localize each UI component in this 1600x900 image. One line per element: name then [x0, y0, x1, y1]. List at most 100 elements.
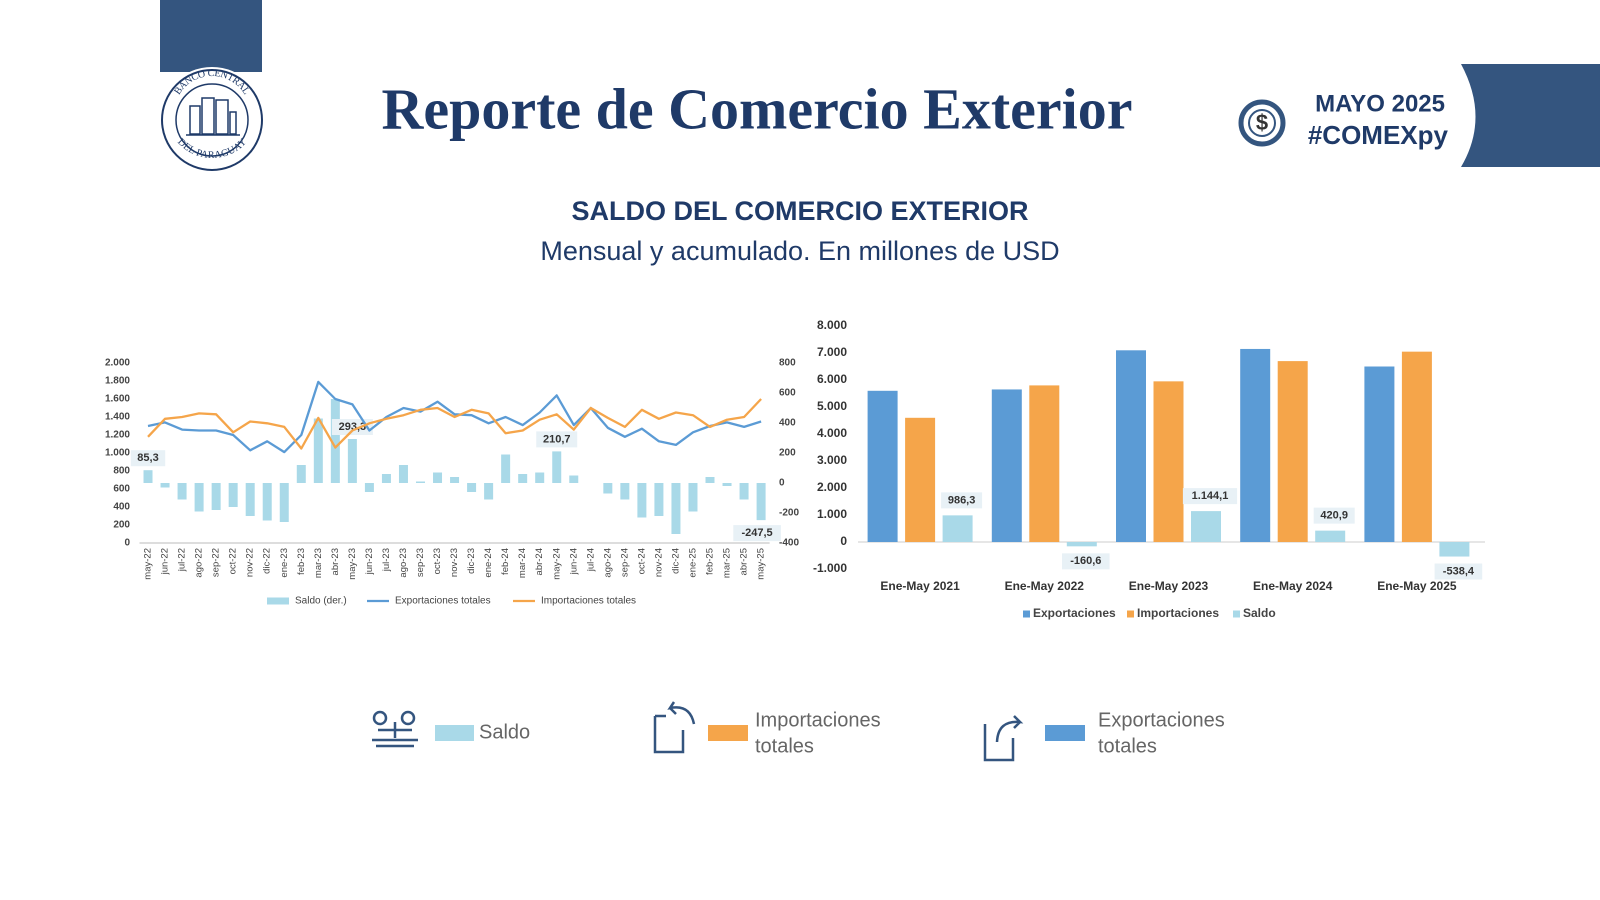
y-tick-label: 1.800	[105, 376, 130, 387]
x-tick-label: Ene-May 2021	[880, 579, 960, 593]
y2-tick-label: 800	[779, 358, 796, 369]
value-label: 1.144,1	[1192, 490, 1229, 502]
x-tick-label: dic-24	[670, 548, 681, 574]
bar	[535, 472, 545, 483]
value-label-bg	[941, 492, 983, 509]
bar	[1364, 366, 1395, 542]
bar	[313, 418, 323, 483]
value-label-bg	[130, 450, 166, 467]
x-tick-label: dic-22	[262, 548, 273, 574]
section-subtitle: Mensual y acumulado. En millones de USD	[540, 236, 1059, 266]
legend-swatch	[1045, 725, 1085, 741]
y-tick-label: 1.400	[105, 412, 130, 423]
y2-tick-label: -200	[779, 508, 799, 519]
scale-icon	[372, 710, 418, 748]
bar	[1029, 385, 1060, 542]
value-label: 293,3	[339, 421, 367, 433]
x-tick-label: mar-23	[313, 548, 324, 578]
y-tick-label: 800	[113, 466, 130, 477]
icon-legend: Saldo Importaciones totales Exportaciones to…	[479, 709, 1225, 757]
bar	[1315, 530, 1346, 542]
bar	[867, 390, 898, 542]
icon-legend-label: totales	[1098, 735, 1157, 757]
bar	[194, 483, 204, 512]
value-label-bg	[1062, 553, 1110, 570]
legend-label: Importaciones	[1137, 606, 1219, 620]
x-tick-label: abr-24	[534, 548, 545, 575]
x-tick-label: ene-25	[687, 548, 698, 578]
x-tick-label: jun-24	[568, 548, 579, 575]
value-label: 85,3	[137, 452, 158, 464]
bar	[518, 474, 528, 483]
logo-bg	[159, 67, 265, 173]
y-tick-label: 0	[840, 534, 847, 548]
value-label: 210,7	[543, 433, 571, 445]
value-label: 420,9	[1320, 510, 1348, 522]
bar	[501, 454, 511, 483]
y-tick-label: 8.000	[817, 318, 847, 332]
x-tick-label: dic-23	[466, 548, 477, 574]
value-label: -247,5	[741, 527, 772, 539]
value-label: -538,4	[1443, 565, 1475, 577]
value-label: -160,6	[1070, 555, 1101, 567]
legend-label: Importaciones totales	[541, 596, 636, 607]
bar	[381, 474, 391, 483]
x-tick-label: jul-24	[585, 548, 596, 572]
legend-label: Exportaciones totales	[395, 596, 491, 607]
bar	[637, 483, 647, 518]
icon-legend-label: Importaciones	[755, 709, 881, 731]
section-title: SALDO DEL COMERCIO EXTERIOR	[571, 196, 1028, 226]
bar	[279, 483, 289, 522]
x-tick-label: may-24	[551, 548, 562, 580]
x-tick-label: jul-22	[177, 548, 188, 572]
y-tick-label: 6.000	[817, 372, 847, 386]
y-tick-label: 0	[124, 538, 130, 549]
value-label-bg	[1182, 488, 1238, 505]
y-tick-label: 7.000	[817, 345, 847, 359]
bar	[450, 477, 460, 483]
bar	[942, 515, 973, 542]
x-tick-label: nov-24	[653, 548, 664, 577]
x-tick-label: abr-25	[739, 548, 750, 575]
bar	[398, 465, 408, 483]
line-series	[147, 398, 762, 450]
x-tick-label: abr-23	[330, 548, 341, 575]
y-tick-label: 400	[113, 502, 130, 513]
bar	[991, 389, 1022, 542]
x-tick-label: ago-22	[194, 548, 205, 578]
y-tick-label: 600	[113, 484, 130, 495]
x-tick-label: ene-24	[483, 548, 494, 578]
y-tick-label: 2.000	[817, 480, 847, 494]
bar	[1439, 542, 1470, 557]
bar	[1191, 511, 1221, 542]
bar	[1153, 381, 1184, 542]
value-label-bg	[733, 525, 781, 542]
x-tick-label: nov-23	[449, 548, 460, 577]
y-tick-label: 1.000	[105, 448, 130, 459]
bar	[160, 483, 170, 488]
bar	[228, 483, 238, 507]
logo-inner-ring	[175, 83, 249, 157]
import-icon	[653, 701, 696, 754]
x-tick-label: may-25	[756, 548, 767, 580]
bar	[552, 451, 562, 483]
bar	[620, 483, 630, 500]
icon-legend-label: Saldo	[479, 721, 530, 743]
value-label-bg	[1313, 507, 1355, 524]
bar	[1240, 348, 1271, 542]
bar	[722, 483, 732, 486]
bar	[569, 475, 579, 483]
icon-legend-label: Exportaciones	[1098, 709, 1225, 731]
bar	[296, 465, 306, 483]
x-tick-label: Ene-May 2025	[1377, 579, 1457, 593]
x-tick-label: mar-25	[722, 548, 733, 578]
logo-building	[186, 97, 240, 136]
legend-swatch	[1127, 610, 1134, 618]
legend-label: Exportaciones	[1033, 606, 1116, 620]
y-tick-label: 1.000	[817, 507, 847, 521]
x-tick-label: jul-23	[381, 548, 392, 572]
x-tick-label: oct-22	[228, 548, 239, 574]
y-tick-label: 5.000	[817, 399, 847, 413]
bar	[705, 477, 715, 483]
